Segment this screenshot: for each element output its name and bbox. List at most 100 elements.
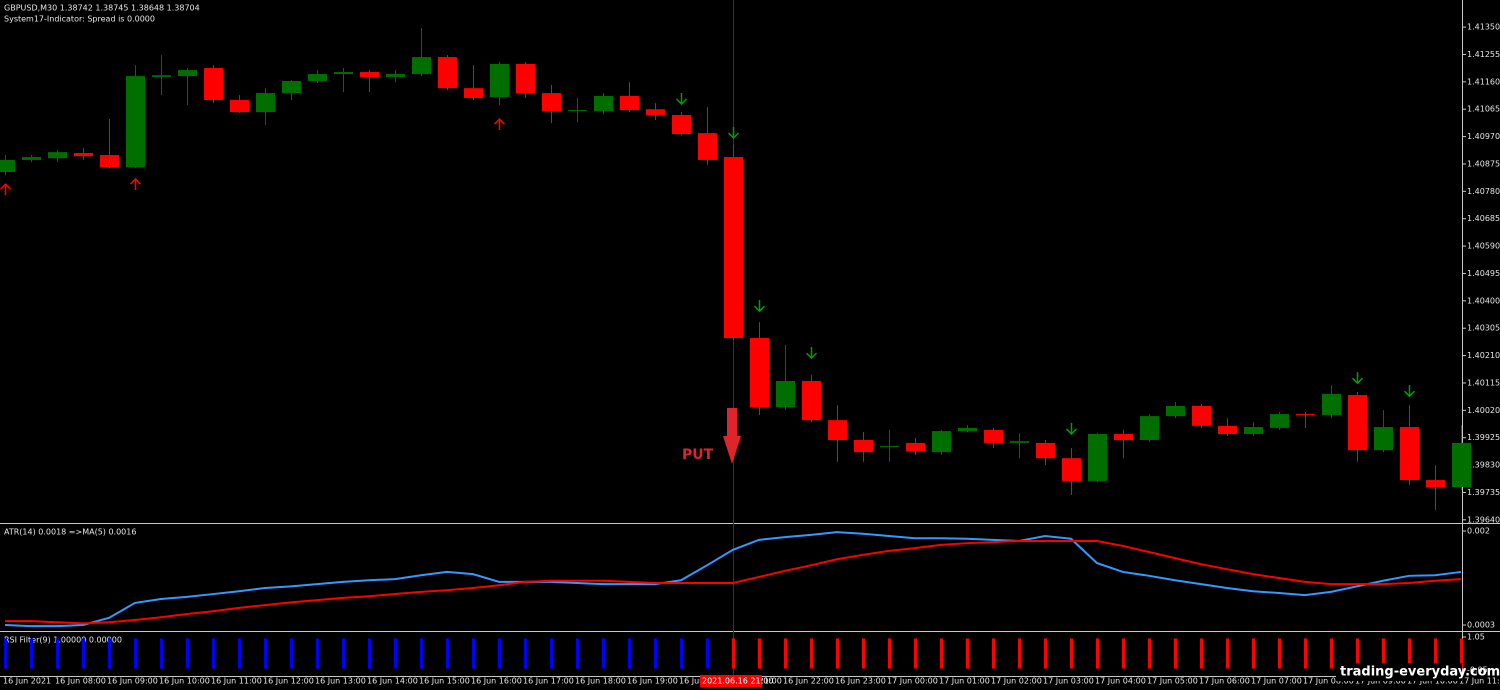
- histogram-bar: [1252, 638, 1255, 669]
- time-label: 17 Jun 03:00: [1043, 677, 1094, 686]
- candle-body: [750, 338, 769, 408]
- candle-body: [230, 99, 249, 113]
- candle-body: [1374, 427, 1393, 451]
- y-tick-label: 1.39735: [1467, 488, 1500, 497]
- histogram-bar: [1460, 638, 1463, 669]
- histogram-bar: [1408, 638, 1411, 669]
- histogram-bar: [810, 638, 813, 669]
- rsi-title: RSI Filter(9) 1.00000 0.00000: [4, 636, 122, 645]
- candle-body: [1400, 427, 1419, 481]
- histogram-bar: [654, 638, 657, 669]
- y-tick-label: 1.40305: [1467, 324, 1500, 333]
- histogram-bar: [394, 638, 397, 669]
- histogram-bar: [472, 638, 475, 669]
- histogram-bar: [576, 638, 579, 669]
- candle-body: [152, 75, 171, 77]
- time-label: 16 Jun 10:00: [159, 677, 210, 686]
- chart-title: GBPUSD,M30 1.38742 1.38745 1.38648 1.387…: [4, 4, 200, 13]
- candle-body: [1036, 442, 1055, 459]
- candle-body: [334, 72, 353, 75]
- histogram-bar: [914, 638, 917, 669]
- time-label: 17 Jun 11:00: [1459, 677, 1500, 686]
- candle-body: [1192, 406, 1211, 426]
- candle-body: [48, 152, 67, 159]
- candle-body: [828, 420, 847, 441]
- candle-body: [1270, 414, 1289, 428]
- histogram-bar: [784, 638, 787, 669]
- histogram-bar: [888, 638, 891, 669]
- candle-body: [1296, 414, 1315, 416]
- histogram-bar: [1382, 638, 1385, 669]
- histogram-bar: [628, 638, 631, 669]
- time-label: 16 Jun 11:00: [211, 677, 262, 686]
- candle-body: [1218, 425, 1237, 434]
- y-tick-label: 1.41160: [1467, 77, 1500, 86]
- candle-body: [490, 63, 509, 98]
- candle-body: [1140, 416, 1159, 441]
- candle-body: [776, 380, 795, 408]
- sell-arrow: [753, 300, 766, 313]
- time-label: 17 Jun 07:00: [1251, 677, 1302, 686]
- histogram-bar: [82, 638, 85, 669]
- time-label: 16 Jun 15:00: [419, 677, 470, 686]
- candle-body: [672, 114, 691, 134]
- candle-body: [256, 93, 275, 113]
- candle-body: [906, 442, 925, 451]
- candle-body: [1114, 433, 1133, 441]
- y-tick-label: 1.41350: [1467, 23, 1500, 32]
- candle-body: [412, 57, 431, 75]
- y-tick-label: 1.40875: [1467, 159, 1500, 168]
- histogram-bar: [134, 638, 137, 669]
- time-label: 16 Jun 09:00: [107, 677, 158, 686]
- time-label: 17 Jun 02:00: [991, 677, 1042, 686]
- time-label: 16 Jun 19:00: [627, 677, 678, 686]
- atr-title: ATR(14) 0.0018 =>MA(5) 0.0016: [4, 528, 136, 537]
- y-tick-label: 1.40020: [1467, 406, 1500, 415]
- histogram-bar: [290, 638, 293, 669]
- candle-body: [646, 109, 665, 115]
- sell-arrow: [1403, 385, 1416, 398]
- candle-body: [516, 63, 535, 94]
- histogram-bar: [1278, 638, 1281, 669]
- candle-body: [22, 157, 41, 160]
- sell-arrow: [675, 92, 688, 106]
- y-tick-label: -0.05: [1467, 665, 1488, 674]
- histogram-bar: [1356, 638, 1359, 669]
- candle-body: [1088, 433, 1107, 481]
- histogram-bar: [498, 638, 501, 669]
- buy-arrow: [129, 177, 142, 190]
- candle-body: [1452, 442, 1471, 487]
- candle-body: [360, 72, 379, 77]
- histogram-bar: [160, 638, 163, 669]
- histogram-bar: [108, 638, 111, 669]
- histogram-bar: [1330, 638, 1333, 669]
- y-tick-label: 1.39640: [1467, 515, 1500, 524]
- candle-body: [1426, 480, 1445, 487]
- y-tick-label: 1.39830: [1467, 461, 1500, 470]
- buy-arrow: [493, 117, 506, 131]
- y-tick-label: 1.40970: [1467, 132, 1500, 141]
- histogram-bar: [966, 638, 969, 669]
- histogram-bar: [186, 638, 189, 669]
- histogram-bar: [1122, 638, 1125, 669]
- histogram-bar: [316, 638, 319, 669]
- candle-body: [1062, 458, 1081, 481]
- histogram-bar: [1226, 638, 1229, 669]
- time-label: 16 Jun 23:00: [835, 677, 886, 686]
- time-label: 16 Jun 17:00: [523, 677, 574, 686]
- histogram-bar: [706, 638, 709, 669]
- histogram-bar: [420, 638, 423, 669]
- put-arrow: [723, 408, 741, 464]
- time-label: 17 Jun 00:00: [887, 677, 938, 686]
- candle-body: [542, 93, 561, 111]
- y-tick-label: 0.0003: [1467, 621, 1495, 630]
- candle-body: [204, 68, 223, 100]
- sell-arrow: [1351, 372, 1364, 385]
- candle-body: [438, 57, 457, 89]
- time-label: 16 Jun 13:00: [315, 677, 366, 686]
- time-label: 16 Jun 18:00: [575, 677, 626, 686]
- histogram-bar: [1070, 638, 1073, 669]
- candle-body: [802, 380, 821, 421]
- histogram-bar: [524, 638, 527, 669]
- y-tick-label: 1.05: [1467, 633, 1485, 642]
